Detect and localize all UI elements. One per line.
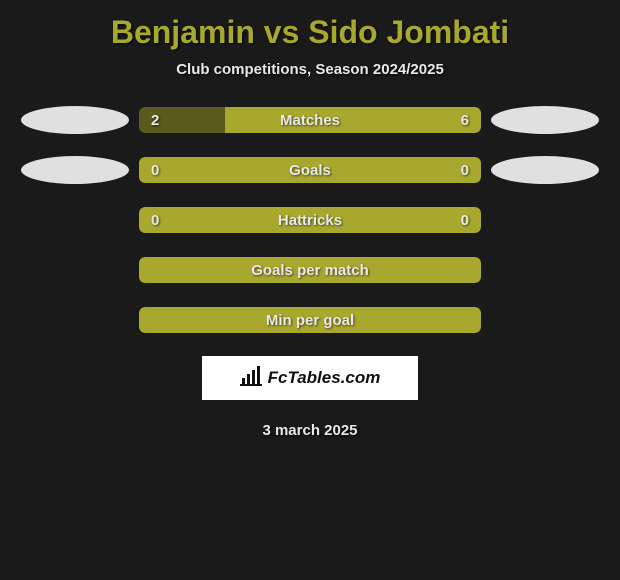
stat-bar: Min per goal bbox=[139, 307, 481, 333]
player-right-ellipse bbox=[491, 106, 599, 134]
stat-row: 2Matches6 bbox=[0, 106, 620, 134]
stat-bar: 2Matches6 bbox=[139, 107, 481, 133]
infographic-container: Benjamin vs Sido Jombati Club competitio… bbox=[0, 0, 620, 439]
subtitle: Club competitions, Season 2024/2025 bbox=[0, 61, 620, 106]
stat-label: Goals bbox=[139, 162, 481, 179]
stat-row: Goals per match bbox=[0, 256, 620, 284]
main-title: Benjamin vs Sido Jombati bbox=[0, 8, 620, 61]
stat-value-right: 6 bbox=[461, 112, 469, 129]
stat-bar: 0Hattricks0 bbox=[139, 207, 481, 233]
player-left-ellipse bbox=[21, 156, 129, 184]
chart-icon bbox=[240, 366, 262, 391]
stat-row: Min per goal bbox=[0, 306, 620, 334]
stat-label: Min per goal bbox=[139, 312, 481, 329]
stat-label: Goals per match bbox=[139, 262, 481, 279]
stat-label: Hattricks bbox=[139, 212, 481, 229]
logo-inner: FcTables.com bbox=[240, 366, 381, 391]
player-left-ellipse bbox=[21, 106, 129, 134]
logo-text: FcTables.com bbox=[268, 368, 381, 388]
stat-bar: 0Goals0 bbox=[139, 157, 481, 183]
stat-bar: Goals per match bbox=[139, 257, 481, 283]
logo-box: FcTables.com bbox=[202, 356, 418, 400]
date-text: 3 march 2025 bbox=[0, 422, 620, 439]
stat-label: Matches bbox=[139, 112, 481, 129]
stat-value-right: 0 bbox=[461, 212, 469, 229]
stat-rows-host: 2Matches60Goals00Hattricks0Goals per mat… bbox=[0, 106, 620, 334]
stat-row: 0Hattricks0 bbox=[0, 206, 620, 234]
stat-value-right: 0 bbox=[461, 162, 469, 179]
player-right-ellipse bbox=[491, 156, 599, 184]
stat-row: 0Goals0 bbox=[0, 156, 620, 184]
